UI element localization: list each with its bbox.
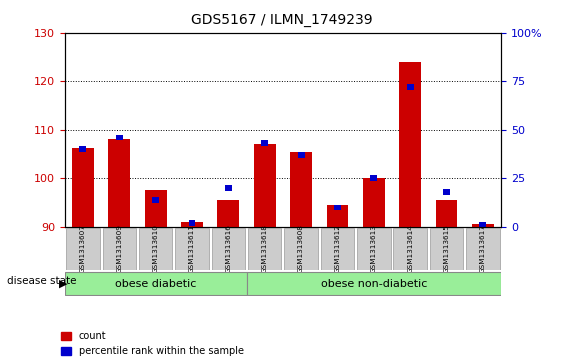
FancyBboxPatch shape (247, 272, 501, 295)
Bar (290, 152, 312, 227)
Text: GSM1313607: GSM1313607 (80, 225, 86, 273)
FancyBboxPatch shape (430, 228, 463, 270)
Bar (108, 139, 130, 227)
Text: obese non-diabetic: obese non-diabetic (320, 278, 427, 289)
Bar (145, 191, 167, 227)
Text: obese diabetic: obese diabetic (115, 278, 196, 289)
Bar (370, 175, 377, 181)
Bar (298, 152, 305, 158)
Text: GSM1313610: GSM1313610 (153, 225, 159, 273)
Text: GSM1313617: GSM1313617 (480, 225, 486, 273)
Text: GSM1313611: GSM1313611 (189, 225, 195, 273)
Text: GSM1313613: GSM1313613 (371, 225, 377, 273)
Text: GSM1313614: GSM1313614 (407, 225, 413, 273)
Bar (363, 178, 385, 227)
FancyBboxPatch shape (175, 228, 209, 270)
Bar (225, 185, 232, 191)
Text: disease state: disease state (7, 276, 77, 286)
Bar (189, 220, 195, 226)
FancyBboxPatch shape (212, 228, 245, 270)
Text: ▶: ▶ (59, 279, 68, 289)
Bar (116, 135, 123, 140)
Text: GSM1313618: GSM1313618 (262, 225, 268, 273)
Legend: count, percentile rank within the sample: count, percentile rank within the sample (61, 331, 244, 356)
FancyBboxPatch shape (466, 228, 499, 270)
FancyBboxPatch shape (66, 228, 100, 270)
Bar (181, 222, 203, 227)
Bar (480, 222, 486, 228)
Bar (261, 140, 268, 146)
Bar (334, 204, 341, 211)
Text: GSM1313612: GSM1313612 (334, 225, 341, 273)
Bar (443, 189, 450, 195)
FancyBboxPatch shape (65, 272, 247, 295)
FancyBboxPatch shape (102, 228, 136, 270)
Bar (254, 144, 276, 227)
Bar (406, 84, 414, 90)
Bar (152, 197, 159, 203)
FancyBboxPatch shape (394, 228, 427, 270)
FancyBboxPatch shape (284, 228, 318, 270)
Bar (436, 200, 457, 227)
FancyBboxPatch shape (248, 228, 282, 270)
Bar (72, 148, 94, 227)
Text: GSM1313608: GSM1313608 (298, 225, 304, 273)
Text: GSM1313616: GSM1313616 (225, 225, 231, 273)
FancyBboxPatch shape (321, 228, 354, 270)
FancyBboxPatch shape (139, 228, 172, 270)
Bar (327, 205, 348, 227)
Text: GDS5167 / ILMN_1749239: GDS5167 / ILMN_1749239 (191, 13, 372, 27)
Text: GSM1313615: GSM1313615 (444, 225, 449, 273)
Bar (399, 62, 421, 227)
Text: GSM1313609: GSM1313609 (117, 225, 122, 273)
Bar (472, 224, 494, 227)
Bar (217, 200, 239, 227)
Bar (79, 146, 86, 152)
FancyBboxPatch shape (357, 228, 391, 270)
